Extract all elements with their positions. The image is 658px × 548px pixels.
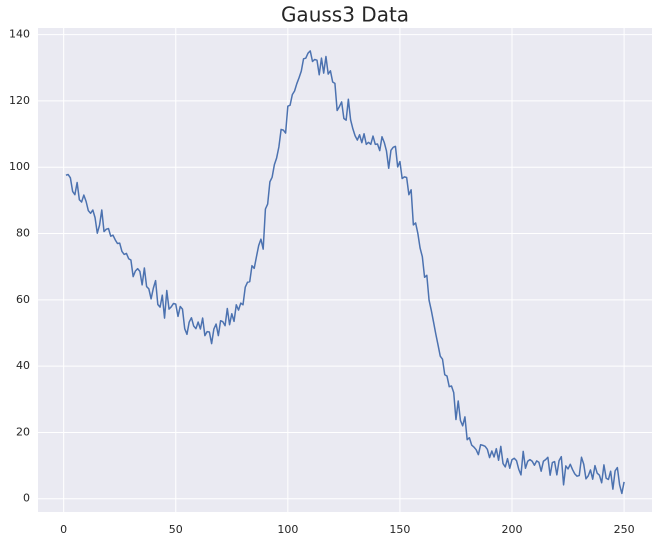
x-tick-label: 50	[169, 523, 183, 536]
x-tick-label: 0	[60, 523, 67, 536]
data-line	[65, 50, 625, 495]
y-tick-label: 120	[9, 94, 30, 107]
y-tick-label: 60	[16, 293, 30, 306]
y-tick-label: 40	[16, 359, 30, 372]
plot-area	[38, 28, 652, 512]
y-tick-label: 0	[23, 492, 30, 505]
x-tick-label: 150	[389, 523, 410, 536]
x-tick-label: 100	[277, 523, 298, 536]
y-tick-label: 100	[9, 160, 30, 173]
y-tick-label: 20	[16, 425, 30, 438]
x-tick-label: 200	[502, 523, 523, 536]
chart-title: Gauss3 Data	[281, 3, 409, 27]
y-tick-label: 80	[16, 227, 30, 240]
y-tick-label: 140	[9, 28, 30, 41]
x-tick-label: 250	[614, 523, 635, 536]
